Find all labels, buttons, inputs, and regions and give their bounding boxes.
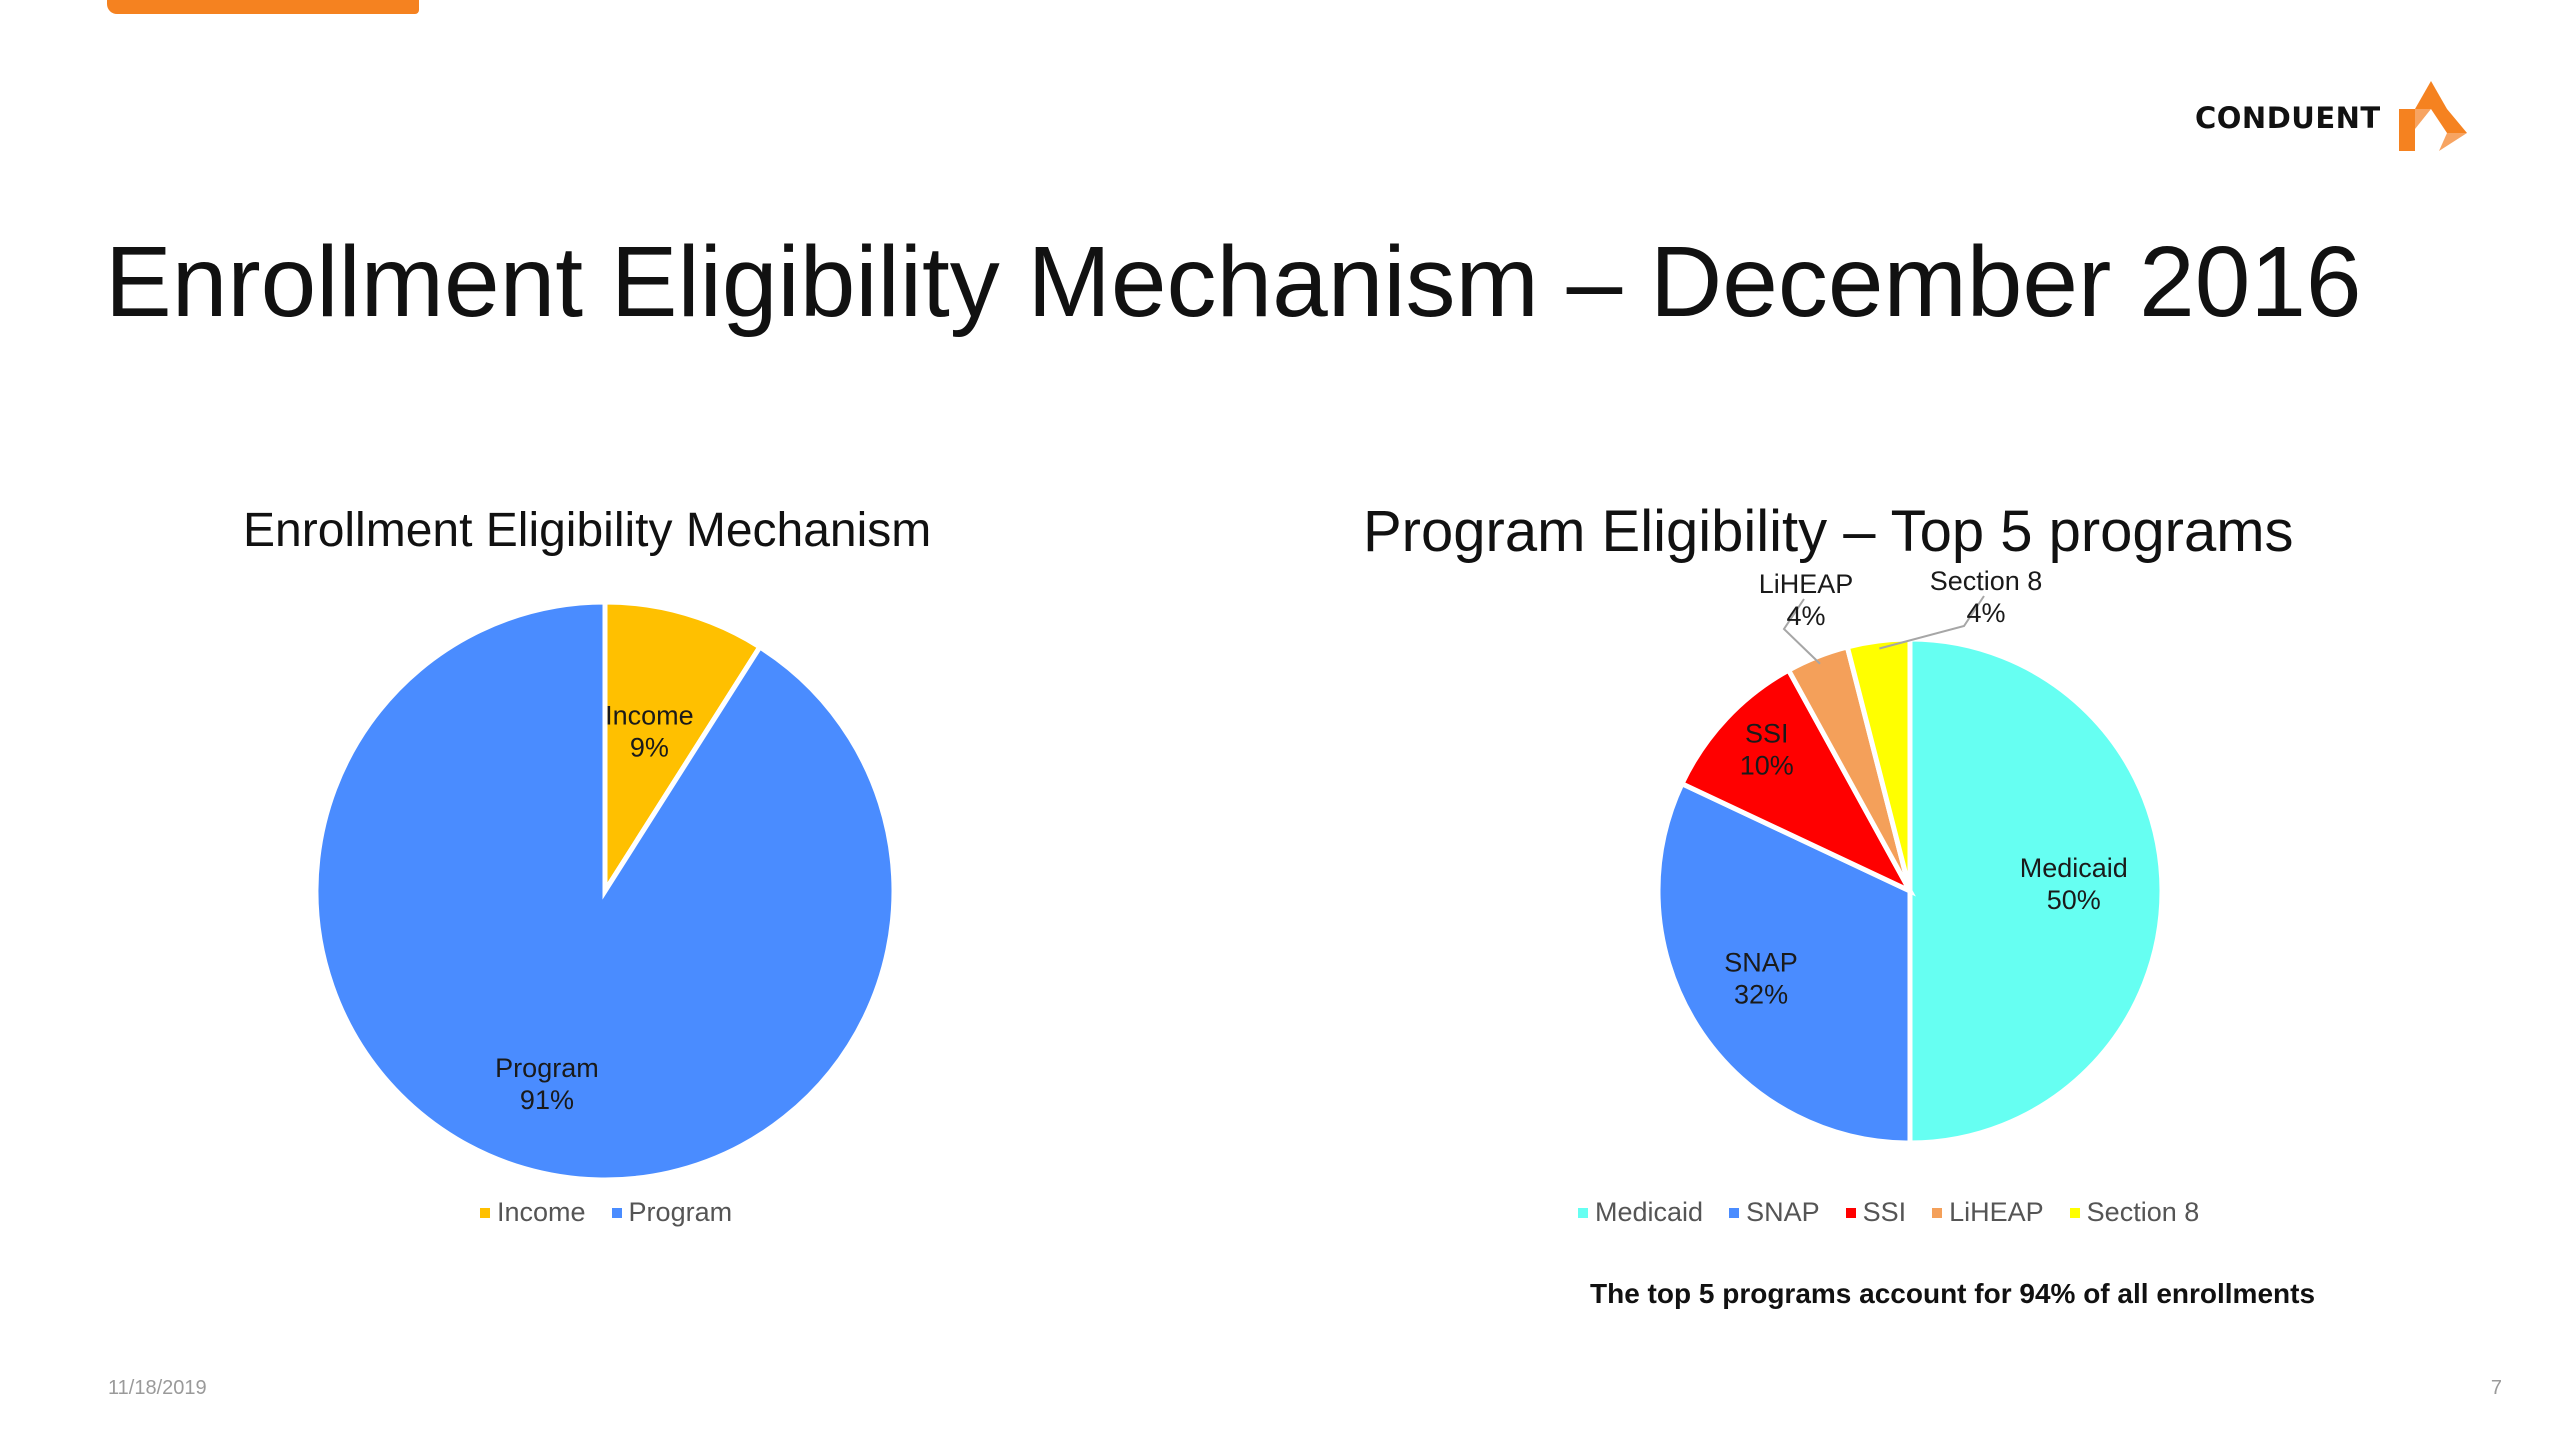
chart-title-enrollment-eligibility: Enrollment Eligibility Mechanism [243,504,932,557]
legend-item-liheap: LiHEAP [1932,1197,2044,1228]
data-label-ssi: SSI 10% [1740,718,1794,780]
chart-title-program-eligibility: Program Eligibility – Top 5 programs [1363,499,2294,564]
legend-label-medicaid: Medicaid [1595,1197,1704,1227]
pie-slice-section-8 [1844,636,1913,892]
legend-label-liheap: LiHEAP [1949,1197,2044,1227]
data-label-section-8: Section 8 4% [1930,566,2043,628]
pie-chart-program-eligibility: Medicaid 50% SNAP 32% SSI 10% LiHEAP 4% Section … [1655,566,2165,1146]
footer-date: 11/18/2019 [108,1377,207,1399]
conduent-logo-icon [2398,81,2467,151]
pie-slice-income [602,599,764,900]
page-number: 7 [2490,1377,2502,1399]
top-programs-footnote: The top 5 programs account for 94% of al… [1590,1278,2316,1309]
pie-slice-medicaid [1907,636,2165,1146]
legend-item-snap: SNAP [1729,1197,1820,1228]
data-label-program: Program 91% [495,1053,599,1115]
brand-accent-bar [107,0,419,14]
legend-program-eligibility: Medicaid SNAP SSI LiHEAP Section 8 [1578,1197,2225,1228]
legend-swatch-ssi [1845,1207,1856,1218]
pie-slice-ssi [1678,666,1916,897]
legend-item-section-8: Section 8 [2069,1197,2200,1228]
brand-name: CONDUENT [2195,101,2381,135]
legend-swatch-snap [1729,1207,1740,1218]
legend-label-program: Program [628,1197,733,1227]
brand-logo: CONDUENT [2195,78,2469,158]
data-label-medicaid: Medicaid 50% [2020,853,2128,915]
legend-label-section-8: Section 8 [2086,1197,2200,1227]
pie-chart-enrollment-eligibility: Income 9% Program 91% [313,599,897,1183]
data-label-liheap: LiHEAP 4% [1759,569,1854,631]
data-label-income: Income 9% [605,700,694,762]
data-label-snap: SNAP 32% [1724,948,1798,1010]
legend-item-program: Program [611,1197,733,1228]
legend-item-ssi: SSI [1845,1197,1907,1228]
legend-enrollment-eligibility: Income Program [480,1197,758,1228]
pie-slice-program [313,599,897,1183]
legend-swatch-income [480,1207,490,1218]
legend-swatch-medicaid [1578,1207,1588,1218]
legend-swatch-program [611,1207,622,1218]
pie-slice-snap [1655,780,1913,1146]
leader-line-section-8 [1879,595,1985,650]
leader-line-liheap [1782,598,1821,665]
legend-swatch-liheap [1932,1207,1943,1218]
legend-label-income: Income [497,1197,586,1227]
legend-label-snap: SNAP [1746,1197,1820,1227]
legend-item-income: Income [480,1197,586,1228]
page-title: Enrollment Eligibility Mechanism – Decem… [105,226,2362,338]
legend-label-ssi: SSI [1862,1197,1907,1227]
legend-item-medicaid: Medicaid [1578,1197,1703,1228]
legend-swatch-section-8 [2069,1207,2080,1218]
